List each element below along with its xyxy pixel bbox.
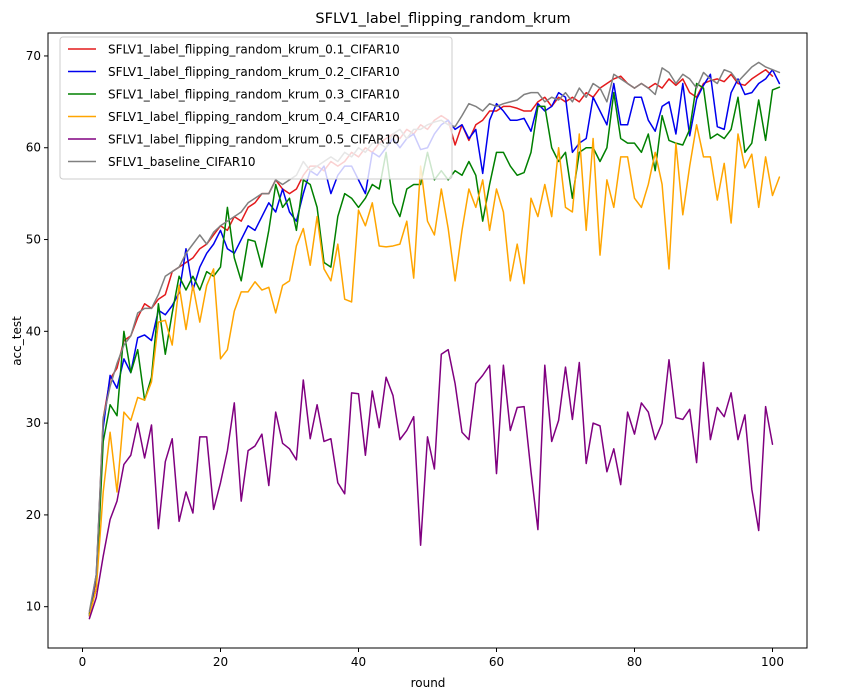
series-line-5 [88,348,774,620]
legend-label-4: SFLV1_label_flipping_random_krum_0.4_CIF… [108,110,400,124]
y-tick-label-1: 20 [26,508,41,522]
y-axis: 10 20 30 40 50 60 70 [26,49,48,614]
y-tick-label-3: 40 [26,324,41,338]
x-tick-label-1: 20 [213,655,228,669]
x-axis-label: round [411,676,446,690]
legend-label-3: SFLV1_label_flipping_random_krum_0.3_CIF… [108,88,400,102]
chart-title: SFLV1_label_flipping_random_krum [315,11,570,27]
y-tick-label-6: 70 [26,49,41,63]
x-tick-label-3: 60 [489,655,504,669]
legend: SFLV1_label_flipping_random_krum_0.1_CIF… [59,36,453,180]
legend-label-2: SFLV1_label_flipping_random_krum_0.2_CIF… [108,65,400,79]
x-tick-label-0: 0 [79,655,87,669]
y-tick-label-2: 30 [26,416,41,430]
y-tick-label-4: 50 [26,233,41,247]
x-axis: 0 20 40 60 80 100 [79,648,784,669]
y-tick-label-5: 60 [26,141,41,155]
plot-frame [47,32,808,649]
y-tick-label-0: 10 [26,600,41,614]
x-tick-label-5: 100 [761,655,784,669]
x-tick-label-4: 80 [627,655,642,669]
y-axis-label: acc_test [10,316,24,366]
series-line-3 [88,82,781,615]
legend-label-6: SFLV1_baseline_CIFAR10 [108,155,256,169]
series-line-4 [88,124,781,617]
x-tick-label-2: 40 [351,655,366,669]
legend-box [59,36,453,180]
legend-label-1: SFLV1_label_flipping_random_krum_0.1_CIF… [108,43,400,57]
legend-label-5: SFLV1_label_flipping_random_krum_0.5_CIF… [108,133,400,147]
